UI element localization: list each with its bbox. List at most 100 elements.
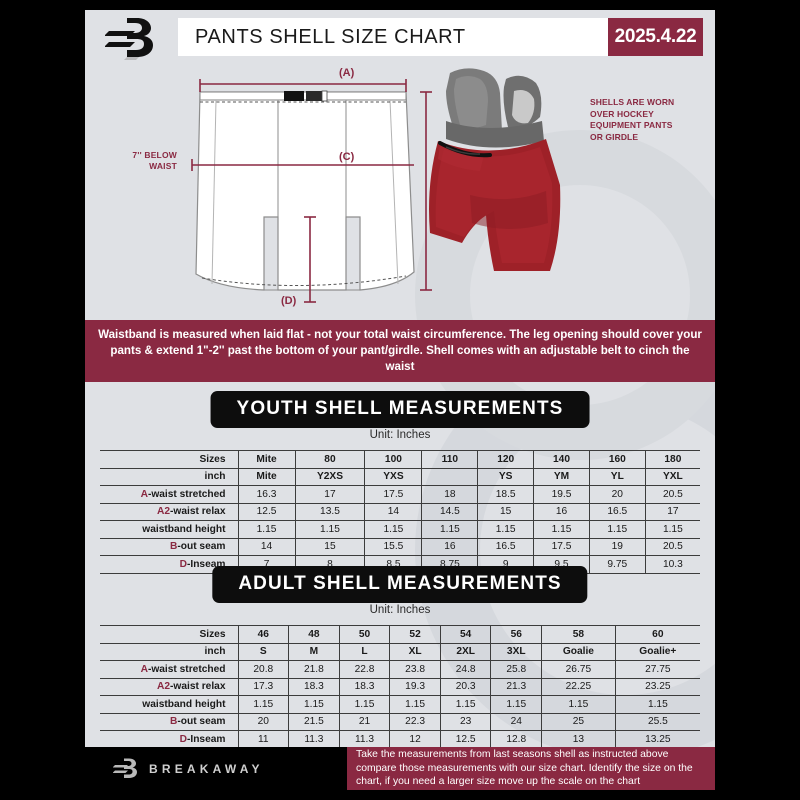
table-cell: 2XL bbox=[439, 642, 491, 661]
table-cell: 56 bbox=[490, 625, 542, 644]
table-cell: 16.5 bbox=[588, 502, 646, 521]
youth-unit-label: Unit: Inches bbox=[369, 429, 431, 441]
table-cell: 19 bbox=[588, 537, 646, 556]
table-cell: 16.5 bbox=[477, 537, 534, 556]
footer-brand-name: BREAKAWAY bbox=[149, 761, 264, 776]
table-cell: 19.5 bbox=[533, 485, 590, 504]
table-cell: 12.5 bbox=[439, 730, 491, 749]
table-cell: Goalie bbox=[541, 642, 616, 661]
table-cell: 26.75 bbox=[541, 660, 616, 679]
dimension-label-c: (C) bbox=[339, 151, 355, 163]
page-header: PANTS SHELL SIZE CHART 2025.4.22 bbox=[85, 10, 715, 62]
table-cell: YXL bbox=[644, 467, 700, 486]
table-cell: 15 bbox=[477, 502, 534, 521]
table-cell: Mite bbox=[237, 450, 296, 469]
photo-note: SHELLS ARE WORN OVER HOCKEY EQUIPMENT PANT… bbox=[590, 97, 675, 142]
table-cell: 11.3 bbox=[338, 730, 390, 749]
table-cell: 13 bbox=[541, 730, 616, 749]
row-label: B-out seam bbox=[100, 537, 238, 556]
row-label-prefix: B bbox=[170, 716, 178, 728]
table-cell: 11 bbox=[237, 730, 289, 749]
table-row: waistband height 1.15 1.15 1.15 1.15 1.15 1.15… bbox=[100, 520, 700, 539]
footer-instruction-note: Take the measurements from last seasons … bbox=[347, 747, 715, 790]
row-label-prefix: B bbox=[170, 541, 178, 553]
row-label: B-out seam bbox=[100, 712, 238, 731]
table-row: B-out seam 14 15 15.5 16 16.5 17.5 19 20.5 bbox=[100, 537, 700, 556]
table-cell: 23 bbox=[439, 712, 491, 731]
youth-section-heading: YOUTH SHELL MEASUREMENTS bbox=[210, 391, 590, 428]
table-cell: 22.25 bbox=[541, 677, 616, 696]
table-cell: 17 bbox=[294, 485, 365, 504]
table-cell: 15.5 bbox=[364, 537, 422, 556]
table-cell: 24 bbox=[490, 712, 542, 731]
table-row: inch Mite Y2XS YXS YS YM YL YXL bbox=[100, 467, 700, 486]
table-cell: 10.3 bbox=[644, 555, 700, 574]
table-cell: 1.15 bbox=[533, 520, 590, 539]
grey-padding bbox=[446, 68, 544, 148]
table-cell: 1.15 bbox=[477, 520, 534, 539]
table-row: A2-waist relax 12.5 13.5 14 14.5 15 16 16.5 17 bbox=[100, 502, 700, 521]
table-cell: Mite bbox=[237, 467, 296, 486]
pants-technical-drawing bbox=[191, 79, 432, 303]
table-cell: 1.15 bbox=[237, 695, 289, 714]
table-cell: 21.8 bbox=[288, 660, 340, 679]
table-row: D-Inseam 11 11.3 11.3 12 12.5 12.8 13 13.25 bbox=[100, 730, 700, 749]
table-cell: 20 bbox=[237, 712, 289, 731]
product-photo bbox=[429, 68, 561, 271]
table-cell: 16 bbox=[421, 537, 478, 556]
table-cell: 80 bbox=[294, 450, 365, 469]
table-cell: 20.5 bbox=[644, 485, 700, 504]
table-cell bbox=[421, 467, 478, 486]
table-cell: 16 bbox=[533, 502, 590, 521]
row-label: Sizes bbox=[100, 450, 238, 469]
table-cell: 25 bbox=[541, 712, 616, 731]
row-label: Sizes bbox=[100, 625, 238, 644]
table-cell: 15 bbox=[294, 537, 365, 556]
table-cell: 12.5 bbox=[237, 502, 296, 521]
row-label: waistband height bbox=[100, 695, 238, 714]
table-cell: 21.5 bbox=[288, 712, 340, 731]
table-cell: 3XL bbox=[490, 642, 542, 661]
table-cell: Goalie+ bbox=[614, 642, 700, 661]
table-cell: YM bbox=[533, 467, 590, 486]
adult-unit-label: Unit: Inches bbox=[369, 604, 431, 616]
content-panel: PANTS SHELL SIZE CHART 2025.4.22 bbox=[85, 10, 715, 790]
row-label-prefix: A bbox=[140, 488, 148, 500]
table-cell: 25.8 bbox=[490, 660, 542, 679]
red-shell bbox=[429, 139, 561, 271]
youth-measurements-table: Sizes Mite 80 100 110 120 140 160 180 inch Mite Y2X… bbox=[100, 450, 700, 574]
table-cell: 21 bbox=[338, 712, 390, 731]
dimension-label-d: (D) bbox=[281, 295, 297, 307]
footer-logo-block: BREAKAWAY bbox=[85, 747, 347, 790]
table-cell: 12 bbox=[389, 730, 441, 749]
table-cell: 46 bbox=[237, 625, 289, 644]
table-cell: YXS bbox=[364, 467, 422, 486]
table-cell: 100 bbox=[364, 450, 422, 469]
table-cell: 14.5 bbox=[421, 502, 478, 521]
table-cell: 20.8 bbox=[237, 660, 289, 679]
table-cell: S bbox=[237, 642, 289, 661]
table-cell: 25.5 bbox=[614, 712, 700, 731]
table-cell: 17.5 bbox=[364, 485, 422, 504]
table-cell: 54 bbox=[439, 625, 491, 644]
title-bar: PANTS SHELL SIZE CHART bbox=[178, 18, 608, 56]
table-cell: 1.15 bbox=[439, 695, 491, 714]
row-label-prefix: D bbox=[179, 733, 187, 745]
table-row: Sizes 46 48 50 52 54 56 58 60 bbox=[100, 625, 700, 644]
table-cell: L bbox=[338, 642, 390, 661]
table-cell: Y2XS bbox=[294, 467, 365, 486]
table-cell: 1.15 bbox=[421, 520, 478, 539]
measurement-instruction-banner: Waistband is measured when laid flat - n… bbox=[85, 320, 715, 382]
row-label: D-Inseam bbox=[100, 555, 238, 574]
table-cell: 1.15 bbox=[588, 520, 646, 539]
table-row: B-out seam 20 21.5 21 22.3 23 24 25 25.5 bbox=[100, 712, 700, 731]
table-cell: 16.3 bbox=[237, 485, 296, 504]
table-cell: 21.3 bbox=[490, 677, 542, 696]
row-label-prefix: D bbox=[179, 558, 187, 570]
table-cell: XL bbox=[389, 642, 441, 661]
adult-section-heading: ADULT SHELL MEASUREMENTS bbox=[212, 566, 588, 603]
row-label: A2-waist relax bbox=[100, 502, 238, 521]
row-label: inch bbox=[100, 642, 238, 661]
